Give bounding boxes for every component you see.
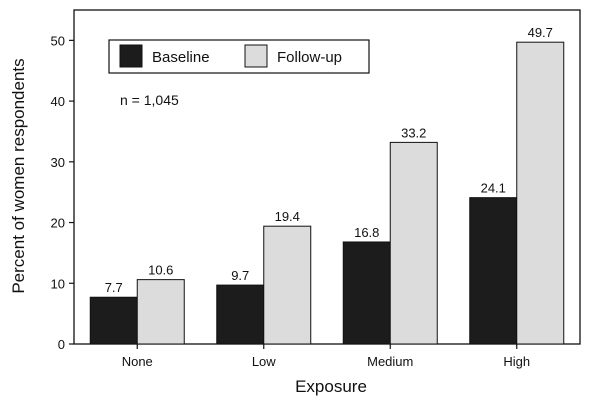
legend-label-baseline: Baseline: [152, 49, 210, 66]
bar-follow-up: [389, 141, 438, 345]
data-label: 19.4: [275, 209, 300, 224]
data-label: 49.7: [528, 25, 553, 40]
legend-swatch-baseline: [119, 44, 143, 68]
data-label: 33.2: [401, 125, 426, 140]
bar-follow-up: [136, 279, 185, 345]
legend: Baseline Follow-up: [108, 39, 370, 74]
legend-label-follow-up: Follow-up: [277, 49, 342, 66]
data-label: 10.6: [148, 263, 173, 278]
bar-follow-up: [263, 225, 312, 345]
data-label: 24.1: [481, 181, 506, 196]
x-tick-label: High: [503, 354, 530, 369]
bar-baseline: [89, 296, 138, 345]
y-axis: 0 10 20 30 40 50: [51, 33, 74, 352]
bar-baseline: [342, 241, 391, 345]
y-tick-label: 0: [58, 337, 65, 352]
plot-border: [73, 9, 581, 345]
data-label: 7.7: [105, 280, 123, 295]
y-tick-label: 10: [51, 276, 65, 291]
y-tick-label: 30: [51, 155, 65, 170]
legend-box: [108, 39, 370, 74]
y-axis-title: Percent of women respondents: [9, 58, 28, 293]
x-tick-label: None: [122, 354, 153, 369]
y-tick-label: 50: [51, 33, 65, 48]
bar-baseline: [216, 284, 265, 345]
y-tick-label: 20: [51, 216, 65, 231]
data-label: 16.8: [354, 225, 379, 240]
bar-baseline: [469, 197, 518, 345]
x-tick-label: Medium: [367, 354, 413, 369]
sample-size-annotation: n = 1,045: [120, 92, 179, 108]
data-labels: 7.7 10.6 9.7 19.4 16.8 33.2 24.1 49.7: [105, 25, 553, 295]
data-label: 9.7: [231, 268, 249, 283]
bar-follow-up: [516, 41, 565, 345]
bars: [89, 41, 565, 345]
x-axis-title: Exposure: [295, 377, 367, 396]
x-axis: None Low Medium High: [122, 344, 530, 369]
plot-frame: [73, 9, 581, 345]
x-tick-label: Low: [252, 354, 276, 369]
legend-swatch-follow-up: [244, 44, 268, 68]
y-tick-label: 40: [51, 94, 65, 109]
